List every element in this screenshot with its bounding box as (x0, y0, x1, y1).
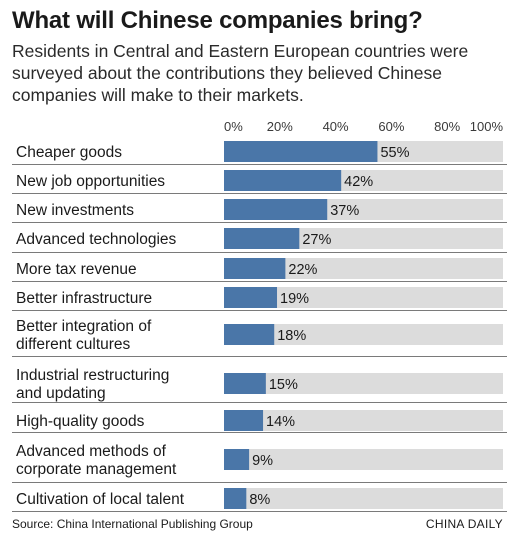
value-label: 37% (330, 203, 359, 219)
category-label: New investments (16, 202, 134, 219)
value-label: 9% (252, 453, 273, 469)
chart-title: What will Chinese companies bring? (12, 7, 423, 34)
x-tick-label: 80% (434, 119, 460, 134)
x-tick-label: 0% (224, 119, 243, 134)
x-tick-label: 20% (267, 119, 293, 134)
bar-track (224, 373, 503, 394)
bar-track (224, 324, 503, 345)
value-label: 55% (380, 145, 409, 161)
category-label: Industrial restructuring and updating (16, 367, 169, 402)
bar (224, 258, 286, 279)
category-label: High-quality goods (16, 413, 145, 430)
bar (224, 488, 247, 509)
bar-track (224, 449, 503, 470)
category-label: Cultivation of local talent (16, 491, 185, 508)
bar-track (224, 258, 503, 279)
x-tick-label: 60% (378, 119, 404, 134)
bar (224, 287, 278, 308)
source-note: Source: China International Publishing G… (12, 517, 253, 531)
category-label: Cheaper goods (16, 144, 122, 161)
category-label: New job opportunities (16, 173, 165, 190)
value-label: 27% (302, 232, 331, 248)
value-label: 15% (269, 377, 298, 393)
bar (224, 228, 300, 249)
bar (224, 170, 342, 191)
bar (224, 373, 266, 394)
value-label: 42% (344, 174, 373, 190)
category-label: Advanced methods of corporate management (16, 443, 177, 478)
x-tick-label: 100% (470, 119, 504, 134)
value-label: 8% (249, 492, 270, 508)
value-label: 14% (266, 414, 295, 430)
value-label: 22% (288, 262, 317, 278)
category-label: More tax revenue (16, 261, 137, 278)
category-label: Advanced technologies (16, 231, 177, 248)
value-label: 19% (280, 291, 309, 307)
chart-subtitle: Residents in Central and Eastern Europea… (12, 41, 469, 105)
x-tick-label: 40% (323, 119, 349, 134)
bar-track (224, 287, 503, 308)
bar (224, 324, 275, 345)
bar-track (224, 488, 503, 509)
bar (224, 141, 378, 162)
value-label: 18% (277, 328, 306, 344)
category-label: Better integration of different cultures (16, 318, 152, 353)
category-label: Better infrastructure (16, 290, 152, 307)
bar (224, 449, 250, 470)
bar-track (224, 410, 503, 431)
publisher-credit: CHINA DAILY (425, 517, 503, 531)
bar (224, 199, 328, 220)
bar (224, 410, 264, 431)
